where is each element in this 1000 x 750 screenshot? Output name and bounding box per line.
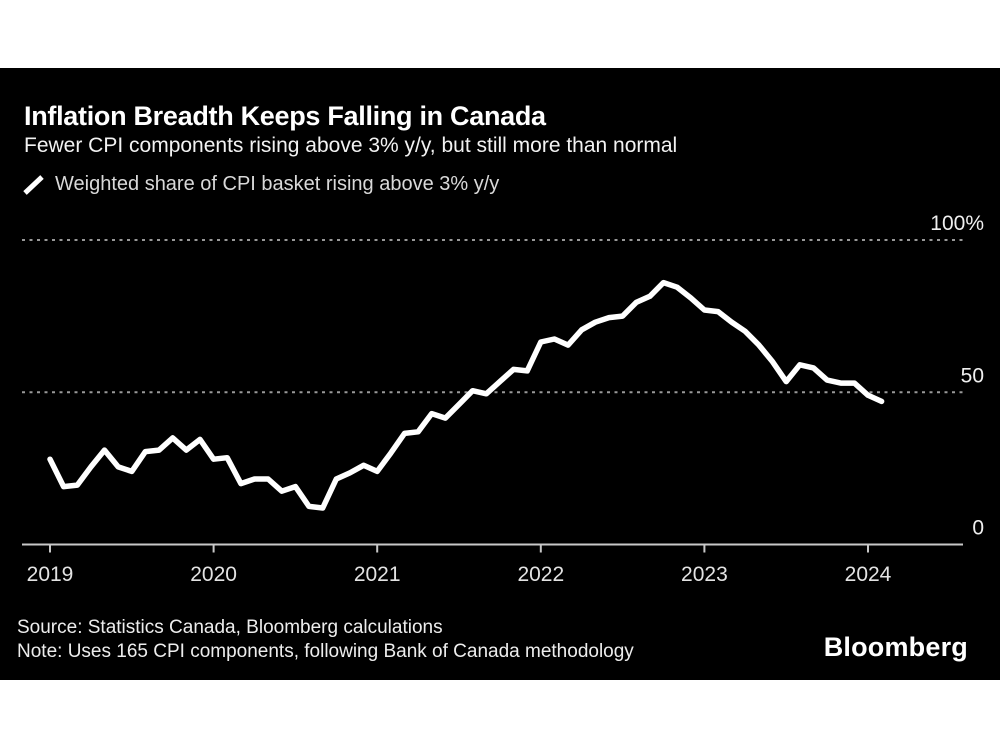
note-text: Note: Uses 165 CPI components, following… — [17, 641, 634, 662]
x-tick-label-2023: 2023 — [681, 563, 728, 586]
x-tick-label-2020: 2020 — [190, 563, 237, 586]
chart-card: Inflation Breadth Keeps Falling in Canad… — [0, 68, 1000, 680]
line-series-swatch-icon — [23, 174, 44, 195]
bloomberg-logo: Bloomberg — [823, 632, 968, 662]
y-tick-label-100: 100% — [930, 212, 984, 235]
x-tick-label-2021: 2021 — [354, 563, 401, 586]
chart-subtitle: Fewer CPI components rising above 3% y/y… — [24, 134, 678, 157]
x-tick-label-2019: 2019 — [27, 563, 74, 586]
chart-footer: Source: Statistics Canada, Bloomberg cal… — [17, 616, 634, 664]
source-text: Source: Statistics Canada, Bloomberg cal… — [17, 617, 443, 638]
legend-label: Weighted share of CPI basket rising abov… — [55, 173, 500, 195]
chart-title: Inflation Breadth Keeps Falling in Canad… — [24, 101, 546, 131]
x-tick-label-2024: 2024 — [845, 563, 892, 586]
x-tick-label-2022: 2022 — [517, 563, 564, 586]
y-tick-label-50: 50 — [961, 364, 984, 387]
data-line-series — [47, 279, 885, 511]
y-tick-label-0: 0 — [972, 517, 984, 540]
legend: Weighted share of CPI basket rising abov… — [22, 173, 499, 196]
line-chart: 2019 2020 2021 2022 2023 2024 100% 50 0 — [22, 212, 984, 586]
